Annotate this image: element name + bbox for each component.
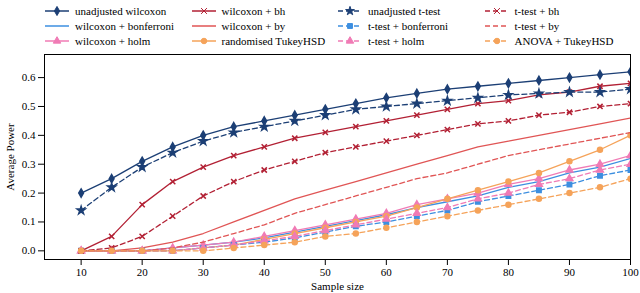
svg-text:10: 10 xyxy=(76,266,88,278)
html-text:randomised TukeyHSD: randomised TukeyHSD xyxy=(221,34,326,47)
html-text:unadjusted t-test: unadjusted t-test xyxy=(368,4,441,17)
svg-text:80: 80 xyxy=(503,266,514,278)
svg-text:0.3: 0.3 xyxy=(22,158,36,170)
svg-text:0.2: 0.2 xyxy=(22,187,36,199)
svg-text:0.0: 0.0 xyxy=(22,244,36,256)
svg-text:100: 100 xyxy=(622,266,639,278)
html-text:t-test + bh: t-test + bh xyxy=(514,4,560,17)
html-text:t-test + by: t-test + by xyxy=(514,19,560,32)
html-text:wilcoxon + by: wilcoxon + by xyxy=(221,19,286,32)
html-text:wilcoxon + bonferroni: wilcoxon + bonferroni xyxy=(75,19,175,32)
svg-text:40: 40 xyxy=(259,266,271,278)
svg-text:0.4: 0.4 xyxy=(22,129,36,141)
svg-text:70: 70 xyxy=(442,266,454,278)
html-text:t-test + bonferroni: t-test + bonferroni xyxy=(368,19,449,32)
svg-text:90: 90 xyxy=(564,266,576,278)
svg-text:0.6: 0.6 xyxy=(22,71,36,83)
html-text:ANOVA + TukeyHSD: ANOVA + TukeyHSD xyxy=(514,34,614,47)
svg-text:60: 60 xyxy=(381,266,393,278)
html-text:t-test + holm: t-test + holm xyxy=(368,34,425,47)
html-text:wilcoxon + holm: wilcoxon + holm xyxy=(75,34,151,47)
html-text:wilcoxon + bh: wilcoxon + bh xyxy=(221,4,286,17)
html-text:unadjusted wilcoxon: unadjusted wilcoxon xyxy=(75,4,167,17)
svg-text:20: 20 xyxy=(137,266,149,278)
svg-text:0.1: 0.1 xyxy=(22,215,36,227)
svg-text:0.5: 0.5 xyxy=(22,100,36,112)
svg-text:30: 30 xyxy=(198,266,210,278)
svg-text:Sample size: Sample size xyxy=(311,280,364,292)
svg-text:Average Power: Average Power xyxy=(4,123,16,191)
svg-text:50: 50 xyxy=(320,266,332,278)
